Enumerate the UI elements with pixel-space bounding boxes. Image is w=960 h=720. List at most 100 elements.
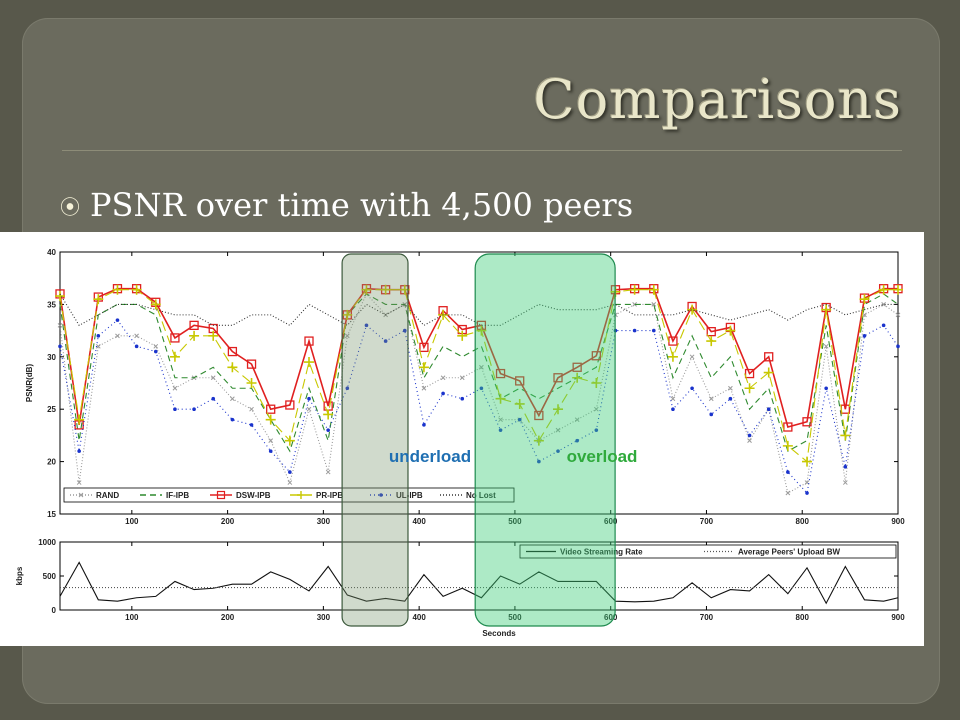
psnr-point — [421, 385, 427, 391]
psnr-point — [95, 343, 101, 349]
bullet-point: ⦿ PSNR over time with 4,500 peers — [60, 186, 633, 224]
title-divider — [62, 150, 902, 151]
psnr-point — [537, 459, 541, 464]
psnr-point — [306, 406, 312, 412]
psnr-point — [881, 323, 886, 328]
psnr-point — [285, 400, 295, 410]
psnr-point — [249, 423, 254, 427]
psnr-point — [230, 417, 235, 422]
psnr-point — [227, 362, 238, 373]
psnr-point — [211, 396, 216, 401]
psnr-point — [555, 427, 561, 433]
bandwidth-xtick-label: 300 — [317, 613, 331, 622]
psnr-point — [418, 362, 429, 373]
psnr-point — [169, 351, 180, 362]
psnr-point — [115, 333, 120, 339]
psnr-xtick-label: 700 — [700, 517, 714, 526]
psnr-point — [361, 284, 372, 295]
psnr-point — [747, 433, 752, 438]
psnr-point — [380, 284, 391, 295]
psnr-point — [230, 396, 235, 402]
psnr-point — [670, 396, 676, 402]
psnr-point — [172, 385, 178, 391]
psnr-xtick-label: 400 — [412, 517, 426, 526]
psnr-point — [422, 423, 426, 427]
psnr-point — [495, 368, 506, 379]
psnr-point — [55, 291, 65, 302]
psnr-point — [783, 422, 793, 432]
psnr-point — [325, 469, 331, 475]
psnr-series-5 — [59, 293, 898, 327]
psnr-point — [287, 480, 293, 485]
psnr-xtick-label: 600 — [604, 517, 618, 526]
psnr-point — [747, 438, 752, 443]
psnr-series-2 — [59, 287, 898, 428]
psnr-point — [895, 312, 901, 318]
psnr-series-1 — [59, 293, 899, 453]
psnr-point — [725, 325, 736, 336]
psnr-point — [74, 414, 85, 425]
psnr-legend-label: PR-IPB — [316, 491, 343, 500]
psnr-point — [632, 302, 637, 307]
psnr-point — [728, 385, 733, 391]
psnr-point — [364, 323, 369, 328]
psnr-point — [514, 398, 525, 409]
psnr-legend-label: UL-IPB — [396, 491, 423, 500]
psnr-legend: RAND IF-IPB DSW-IPB PR-IPB UL-IPB No Lost — [63, 487, 515, 503]
psnr-point — [572, 372, 583, 383]
psnr-point — [268, 438, 274, 443]
psnr-point — [893, 284, 903, 295]
psnr-point — [821, 304, 832, 315]
psnr-point — [593, 406, 599, 412]
psnr-point — [479, 364, 484, 370]
psnr-point — [498, 428, 503, 432]
bandwidth-ytick-label: 500 — [43, 572, 57, 581]
psnr-point — [227, 346, 238, 357]
bandwidth-xtick-label: 800 — [796, 613, 810, 622]
psnr-point — [534, 410, 544, 421]
psnr-point — [802, 456, 813, 467]
psnr-point — [77, 449, 81, 453]
psnr-point — [76, 480, 82, 485]
psnr-point — [744, 368, 755, 379]
psnr-point — [58, 344, 62, 349]
psnr-point — [651, 302, 657, 307]
psnr-point — [495, 393, 506, 404]
psnr-point — [210, 375, 216, 381]
psnr-point — [764, 352, 774, 362]
psnr-chart: 100 200 300 400 500 600 700 800 900 15 20 25 30 35 40 P… — [15, 248, 905, 638]
bandwidth-legend-label: Average Peers' Upload BW — [738, 548, 841, 557]
psnr-point — [591, 351, 601, 361]
psnr-legend-marker — [216, 490, 226, 500]
psnr-point — [153, 349, 158, 354]
bandwidth-legend-label: Video Streaming Rate — [560, 548, 643, 557]
psnr-point — [689, 354, 695, 360]
psnr-ytick-label: 15 — [47, 510, 56, 519]
psnr-point — [323, 409, 334, 420]
psnr-point — [208, 330, 219, 341]
psnr-point — [553, 373, 563, 383]
psnr-point — [556, 449, 560, 453]
psnr-point — [265, 414, 276, 425]
psnr-point — [802, 417, 812, 427]
psnr-point — [173, 407, 177, 411]
psnr-point — [266, 404, 276, 414]
bandwidth-ylabel: kbps — [15, 566, 24, 585]
psnr-point — [782, 440, 793, 451]
psnr-point — [304, 357, 315, 368]
psnr-legend-label: DSW-IPB — [236, 491, 271, 500]
psnr-point — [304, 336, 314, 346]
psnr-point — [648, 284, 659, 295]
psnr-xtick-label: 200 — [221, 517, 235, 526]
psnr-point — [574, 417, 580, 423]
psnr-point — [709, 412, 714, 417]
psnr-ytick-label: 30 — [47, 353, 56, 362]
bandwidth-xtick-label: 700 — [700, 613, 714, 622]
psnr-point — [441, 391, 445, 396]
psnr-point — [553, 404, 564, 415]
psnr-point — [786, 470, 790, 474]
psnr-point — [268, 449, 273, 453]
slide-title: Comparisons — [533, 68, 902, 131]
bandwidth-xtick-label: 500 — [508, 613, 522, 622]
psnr-point — [632, 328, 637, 333]
